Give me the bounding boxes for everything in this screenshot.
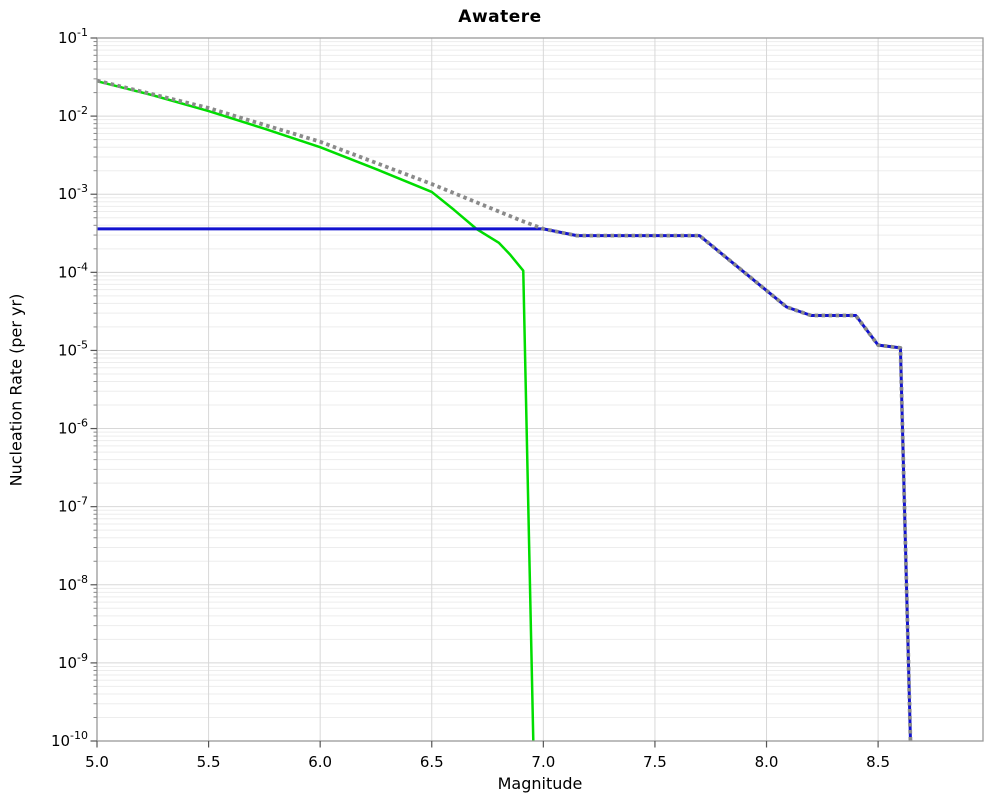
svg-text:10-5: 10-5 [58,338,88,359]
svg-text:10-1: 10-1 [58,26,88,47]
svg-text:10-10: 10-10 [51,729,88,750]
x-axis-label: Magnitude [497,774,583,793]
chart-title: Awatere [458,7,542,27]
svg-text:7.0: 7.0 [531,753,555,771]
y-axis-label: Nucleation Rate (per yr) [6,293,26,487]
svg-text:6.5: 6.5 [420,753,444,771]
svg-text:5.5: 5.5 [197,753,221,771]
svg-text:10-7: 10-7 [58,495,88,516]
svg-text:10-4: 10-4 [58,260,88,281]
svg-text:5.0: 5.0 [85,753,109,771]
svg-text:10-9: 10-9 [58,651,88,672]
svg-text:8.0: 8.0 [755,753,779,771]
svg-text:6.0: 6.0 [308,753,332,771]
svg-text:10-2: 10-2 [58,104,88,125]
svg-text:8.5: 8.5 [866,753,890,771]
svg-text:10-8: 10-8 [58,573,88,594]
svg-text:10-6: 10-6 [58,417,88,438]
svg-text:7.5: 7.5 [643,753,667,771]
svg-text:10-3: 10-3 [58,182,88,203]
